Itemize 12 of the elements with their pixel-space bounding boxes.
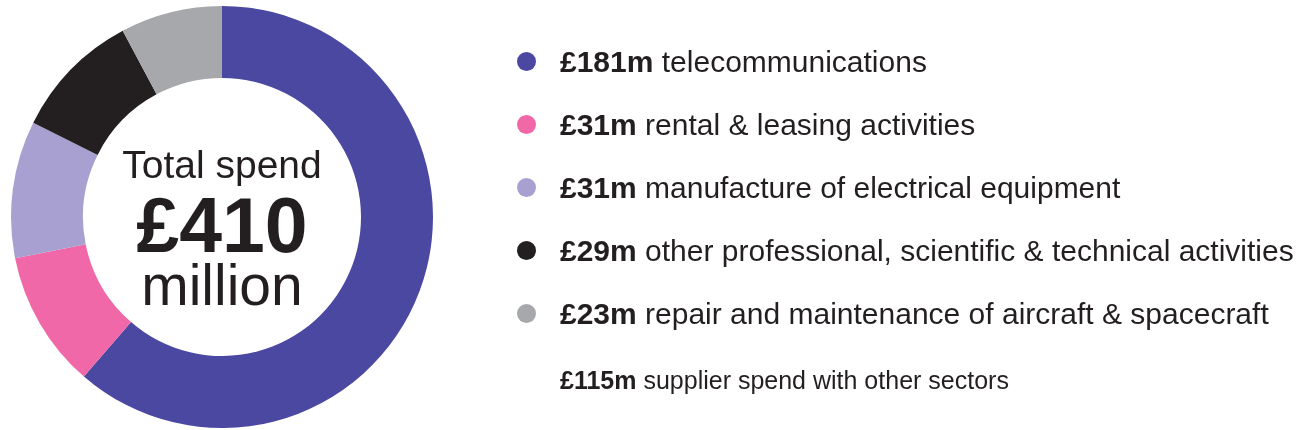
- donut-slice: [15, 244, 132, 377]
- legend-label: £181m telecommunications: [560, 44, 927, 79]
- text: £115m supplier spend with other sectors: [560, 365, 1009, 395]
- legend-label: £31m rental & leasing activities: [560, 107, 976, 142]
- text: Total spend: [122, 143, 322, 186]
- legend-label: £23m repair and maintenance of aircraft & spacecraft: [560, 296, 1269, 331]
- donut-slice: [122, 6, 222, 95]
- donut-slice: [83, 6, 433, 428]
- legend-label: £29m other professional, scientific & technical activities: [560, 233, 1294, 268]
- text: million: [141, 253, 303, 317]
- donut-slice: [11, 122, 98, 259]
- legend-label: £31m manufacture of electrical equipment: [560, 170, 1121, 205]
